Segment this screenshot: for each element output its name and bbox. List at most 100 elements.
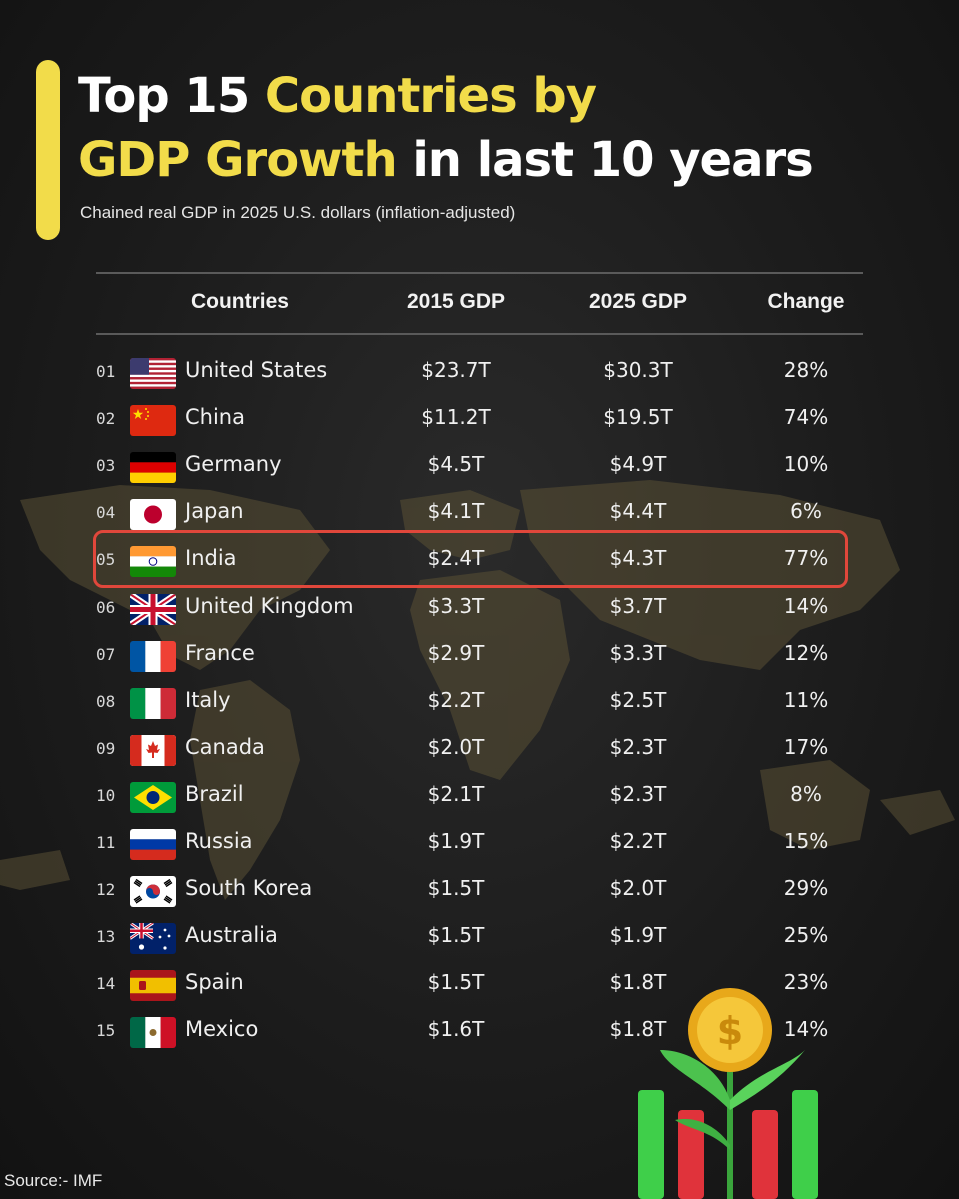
row-change: 23% xyxy=(783,970,829,995)
row-change: 11% xyxy=(783,687,829,712)
row-gdp-2025: $19.5T xyxy=(603,405,673,430)
row-country: Germany xyxy=(185,452,282,477)
row-gdp-2025: $1.8T xyxy=(609,970,667,995)
row-gdp-2015: $3.3T xyxy=(427,593,485,618)
row-change: 28% xyxy=(783,358,829,382)
table-row: 03 Germany $4.5T $4.9T 10% xyxy=(0,447,959,487)
row-gdp-2015: $2.2T xyxy=(427,687,485,712)
row-country: Russia xyxy=(185,829,253,853)
row-rank: 02 xyxy=(96,409,116,429)
row-rank: 01 xyxy=(96,362,116,381)
row-rank: 14 xyxy=(96,974,116,994)
row-country: China xyxy=(185,405,245,430)
brazil-flag-icon xyxy=(130,781,176,813)
row-rank: 12 xyxy=(96,880,116,900)
column-header-2025-gdp: 2025 GDP xyxy=(588,290,688,313)
row-rank: 09 xyxy=(96,738,116,758)
row-change: 74% xyxy=(783,405,829,430)
table-row: 01 United States $23.7T $30.3T 28% xyxy=(0,353,959,393)
row-country: South Korea xyxy=(185,876,313,901)
table-row: 12 South Korea $1.5T $2.0T 29% xyxy=(0,871,959,911)
australia-flag-icon xyxy=(130,923,176,955)
row-change: 6% xyxy=(790,499,822,524)
row-gdp-2015: $1.6T xyxy=(427,1017,485,1042)
india-highlight-box xyxy=(93,530,848,588)
table-top-divider xyxy=(96,272,863,274)
row-gdp-2025: $2.0T xyxy=(609,876,667,901)
row-rank: 04 xyxy=(96,503,116,523)
row-gdp-2025: $1.8T xyxy=(609,1017,667,1042)
row-gdp-2015: $4.1T xyxy=(427,499,485,524)
table-row: 05 India $2.4T $4.3T 77% xyxy=(0,541,959,581)
row-rank: 03 xyxy=(96,456,116,476)
row-gdp-2025: $2.2T xyxy=(609,829,667,853)
table-row: 04 Japan $4.1T $4.4T 6% xyxy=(0,494,959,534)
row-gdp-2025: $3.3T xyxy=(609,640,667,665)
row-change: 14% xyxy=(783,1017,829,1042)
row-change: 8% xyxy=(790,781,822,806)
row-change: 17% xyxy=(783,734,829,759)
table-row: 13 Australia $1.5T $1.9T 25% xyxy=(0,918,959,958)
row-gdp-2025: $4.9T xyxy=(609,452,667,477)
row-gdp-2015: $1.5T xyxy=(427,923,485,948)
table-row: 08 Italy $2.2T $2.5T 11% xyxy=(0,683,959,723)
row-gdp-2025: $2.3T xyxy=(609,734,667,759)
row-country: Brazil xyxy=(185,781,244,806)
source-note: Source:- IMF xyxy=(4,1171,103,1190)
column-header-change: Change xyxy=(767,290,845,313)
row-country: Italy xyxy=(185,687,231,712)
row-gdp-2025: $2.5T xyxy=(609,687,667,712)
row-change: 25% xyxy=(783,923,829,948)
accent-bar xyxy=(36,60,60,240)
china-flag-icon xyxy=(130,405,176,437)
row-gdp-2015: $11.2T xyxy=(421,405,491,430)
row-country: United Kingdom xyxy=(185,593,354,618)
table-row: 06 United Kingdom $3.3T $3.7T 14% xyxy=(0,589,959,629)
uk-flag-icon xyxy=(130,593,176,625)
page-title: Top 15 Countries by GDP Growth in last 10… xyxy=(78,68,814,188)
row-rank: 13 xyxy=(96,927,116,947)
table-row: 09 Canada $2.0T $2.3T 17% xyxy=(0,730,959,770)
row-rank: 11 xyxy=(96,833,116,852)
row-gdp-2015: $1.5T xyxy=(427,970,485,995)
spain-flag-icon xyxy=(130,970,176,1002)
row-gdp-2015: $23.7T xyxy=(421,358,491,382)
south-korea-flag-icon xyxy=(130,876,176,908)
row-country: United States xyxy=(185,358,328,382)
table-header-divider xyxy=(96,333,863,335)
svg-text:$: $ xyxy=(717,1009,743,1053)
row-change: 15% xyxy=(783,829,829,853)
row-change: 12% xyxy=(783,640,829,665)
subtitle: Chained real GDP in 2025 U.S. dollars (i… xyxy=(80,203,516,222)
row-rank: 07 xyxy=(96,644,116,664)
row-country: Mexico xyxy=(185,1017,259,1042)
france-flag-icon xyxy=(130,640,176,672)
row-gdp-2015: $1.5T xyxy=(427,876,485,901)
row-country: Australia xyxy=(185,923,278,948)
canada-flag-icon xyxy=(130,734,176,766)
row-change: 77% xyxy=(783,546,829,571)
row-change: 14% xyxy=(783,593,829,618)
row-gdp-2015: $2.0T xyxy=(427,734,485,759)
row-rank: 06 xyxy=(96,597,116,617)
row-change: 10% xyxy=(783,452,829,477)
germany-flag-icon xyxy=(130,452,176,484)
row-gdp-2025: $30.3T xyxy=(603,358,673,382)
row-country: Japan xyxy=(185,499,244,524)
row-rank: 08 xyxy=(96,691,116,711)
row-gdp-2025: $4.3T xyxy=(609,546,667,571)
row-gdp-2025: $2.3T xyxy=(609,781,667,806)
italy-flag-icon xyxy=(130,687,176,719)
row-gdp-2015: $2.1T xyxy=(427,781,485,806)
row-gdp-2015: $1.9T xyxy=(427,829,485,853)
money-plant-illustration: $ xyxy=(638,988,818,1199)
row-gdp-2015: $4.5T xyxy=(427,452,485,477)
table-row: 02 China $11.2T $19.5T 74% xyxy=(0,400,959,440)
row-gdp-2025: $4.4T xyxy=(609,499,667,524)
row-country: India xyxy=(185,546,237,571)
table-row: 15 Mexico $1.6T $1.8T 14% xyxy=(0,1012,959,1052)
row-gdp-2025: $3.7T xyxy=(609,593,667,618)
table-row: 11 Russia $1.9T $2.2T 15% xyxy=(0,824,959,864)
row-rank: 05 xyxy=(96,550,116,570)
row-country: France xyxy=(185,640,255,665)
